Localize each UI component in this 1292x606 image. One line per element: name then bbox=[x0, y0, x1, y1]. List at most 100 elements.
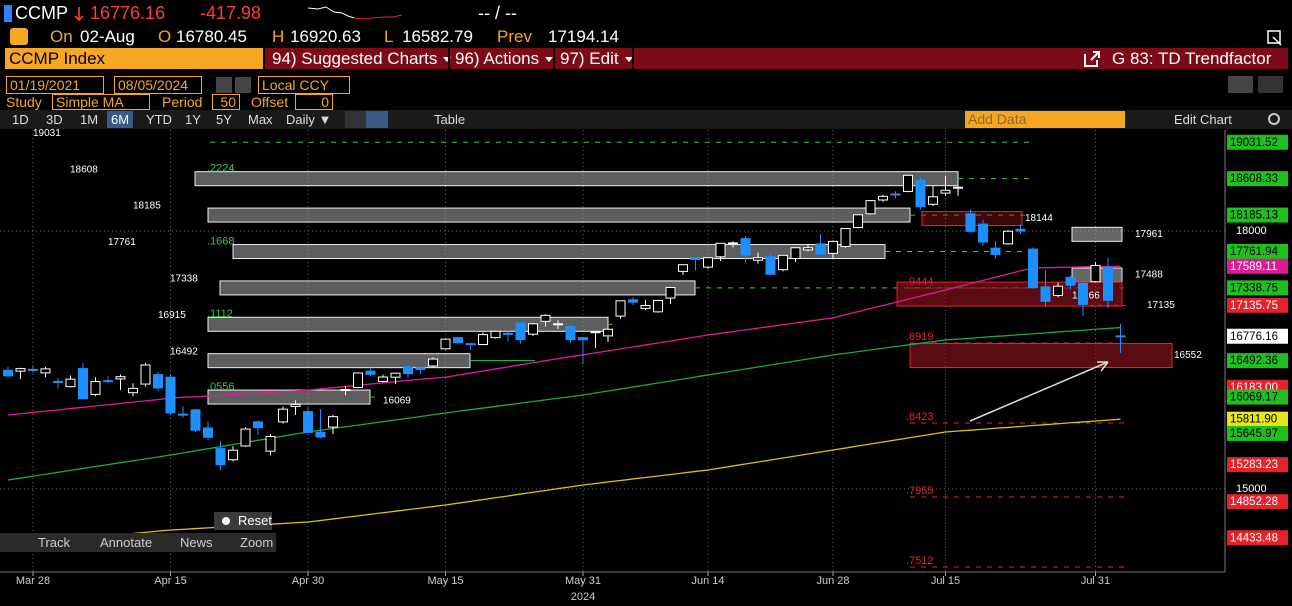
line-icon[interactable] bbox=[345, 111, 367, 128]
candle-icon[interactable] bbox=[366, 111, 388, 128]
security-field[interactable]: CCMP Index bbox=[5, 48, 263, 69]
level-box bbox=[1071, 226, 1123, 242]
price-label: 16776.16 bbox=[1230, 331, 1278, 343]
candle-body bbox=[290, 403, 301, 407]
range-button[interactable]: 3D bbox=[46, 112, 63, 127]
reset-icon bbox=[222, 517, 230, 525]
tool-button[interactable]: Track bbox=[38, 535, 71, 550]
range-button[interactable]: 6M bbox=[107, 111, 134, 128]
undo-button[interactable] bbox=[1228, 76, 1253, 93]
candle-body bbox=[1103, 266, 1113, 301]
price-label: 16069.17 bbox=[1230, 392, 1278, 404]
candle-body bbox=[103, 380, 113, 383]
ratio-label: .7955 bbox=[906, 485, 934, 497]
range-button[interactable]: Max bbox=[248, 112, 273, 127]
redo-button[interactable] bbox=[1258, 76, 1283, 93]
last-price: 16776.16 bbox=[90, 3, 166, 23]
period[interactable]: 50 bbox=[212, 94, 240, 110]
level-label: 16492 bbox=[170, 346, 198, 357]
candle-body bbox=[753, 257, 763, 261]
price-label: 14852.28 bbox=[1230, 496, 1278, 508]
candle-body bbox=[890, 193, 901, 196]
candle-body bbox=[740, 238, 751, 256]
range-button[interactable]: 1M bbox=[80, 112, 99, 127]
candle-body bbox=[165, 376, 176, 414]
arrow-head bbox=[1097, 361, 1109, 372]
next-button[interactable] bbox=[235, 77, 251, 93]
candle-body bbox=[828, 240, 838, 254]
candle-body bbox=[615, 300, 626, 317]
level-label: 17761 bbox=[108, 237, 136, 248]
level-label: 18185 bbox=[133, 201, 161, 212]
table-button[interactable]: Table bbox=[434, 112, 466, 127]
level-box bbox=[194, 171, 959, 187]
menu-text: 97) Edit bbox=[560, 49, 619, 68]
candle-body bbox=[1078, 282, 1088, 305]
x-tick-label: May 31 bbox=[565, 575, 601, 587]
price-label-box bbox=[1227, 171, 1288, 187]
candle-body bbox=[278, 408, 288, 423]
range-button[interactable]: 5Y bbox=[216, 112, 232, 127]
x-tick-label: Apr 30 bbox=[292, 575, 324, 587]
moving-average bbox=[7, 418, 1121, 546]
price-label: 17338.75 bbox=[1230, 282, 1278, 294]
offset[interactable]: 0 bbox=[295, 94, 333, 110]
settings-icon[interactable] bbox=[1268, 113, 1280, 125]
currency[interactable]: Local CCY bbox=[258, 76, 350, 94]
high-label: H bbox=[272, 27, 285, 46]
range-button[interactable]: 1Y bbox=[185, 112, 201, 127]
candle-body bbox=[65, 378, 76, 388]
export-icon[interactable] bbox=[1265, 28, 1285, 46]
candle-body bbox=[815, 243, 826, 255]
candle-body bbox=[565, 325, 576, 341]
separator bbox=[632, 48, 634, 69]
study[interactable]: Simple MA bbox=[52, 94, 150, 110]
level-label: 17338 bbox=[170, 274, 198, 285]
candle-body bbox=[340, 389, 351, 392]
candle-body bbox=[628, 299, 638, 303]
launch-icon[interactable] bbox=[1083, 50, 1101, 68]
price-label: 18608.33 bbox=[1230, 173, 1278, 185]
menu-item[interactable]: 96) Actions bbox=[455, 49, 554, 69]
edit-chart[interactable]: Edit Chart bbox=[1174, 112, 1232, 127]
candle-body bbox=[440, 338, 451, 350]
candle-body bbox=[653, 299, 663, 313]
price-label-box bbox=[1227, 494, 1288, 510]
range-button[interactable]: 1D bbox=[12, 112, 29, 127]
range-button[interactable]: YTD bbox=[146, 112, 172, 127]
menu-item[interactable]: 94) Suggested Charts bbox=[272, 49, 452, 69]
candle-body bbox=[265, 435, 276, 452]
dropdown-icon bbox=[545, 57, 554, 63]
monitor-icon[interactable] bbox=[10, 28, 28, 45]
price-label: 17589.11 bbox=[1230, 261, 1277, 273]
candle-body bbox=[728, 242, 738, 245]
tool-button[interactable]: Annotate bbox=[100, 535, 153, 550]
reset-text: Reset bbox=[238, 513, 272, 528]
add-data[interactable]: Add Data bbox=[965, 111, 1125, 128]
price-label: 17761.94 bbox=[1230, 246, 1279, 258]
menu-item[interactable]: 97) Edit bbox=[560, 49, 633, 69]
candle-body bbox=[1040, 286, 1051, 302]
trend-arrow bbox=[969, 361, 1109, 422]
tool-button[interactable]: News bbox=[180, 535, 213, 550]
reset-button[interactable]: Reset bbox=[214, 512, 272, 530]
candle-body bbox=[1065, 276, 1076, 286]
candle-body bbox=[990, 247, 1001, 255]
candle-body bbox=[90, 381, 101, 395]
x-axis-label: 2024 bbox=[571, 591, 595, 603]
start-date[interactable]: 01/19/2021 bbox=[6, 76, 104, 94]
frequency[interactable]: Daily ▼ bbox=[286, 112, 332, 127]
prev-button[interactable] bbox=[216, 77, 232, 93]
tool-bar: Track Annotate News Zoom bbox=[0, 533, 276, 552]
separator bbox=[448, 48, 450, 69]
end-date[interactable]: 08/05/2024 bbox=[114, 76, 202, 94]
candle-body bbox=[940, 189, 951, 194]
candle-body bbox=[378, 376, 388, 382]
price-label-box bbox=[1227, 457, 1288, 473]
tool-button[interactable]: Zoom bbox=[240, 535, 274, 550]
candle-body bbox=[40, 368, 51, 374]
x-tick-label: May 15 bbox=[427, 575, 463, 587]
y-tick-label: 15000 bbox=[1236, 483, 1267, 495]
candle-body bbox=[478, 334, 488, 346]
